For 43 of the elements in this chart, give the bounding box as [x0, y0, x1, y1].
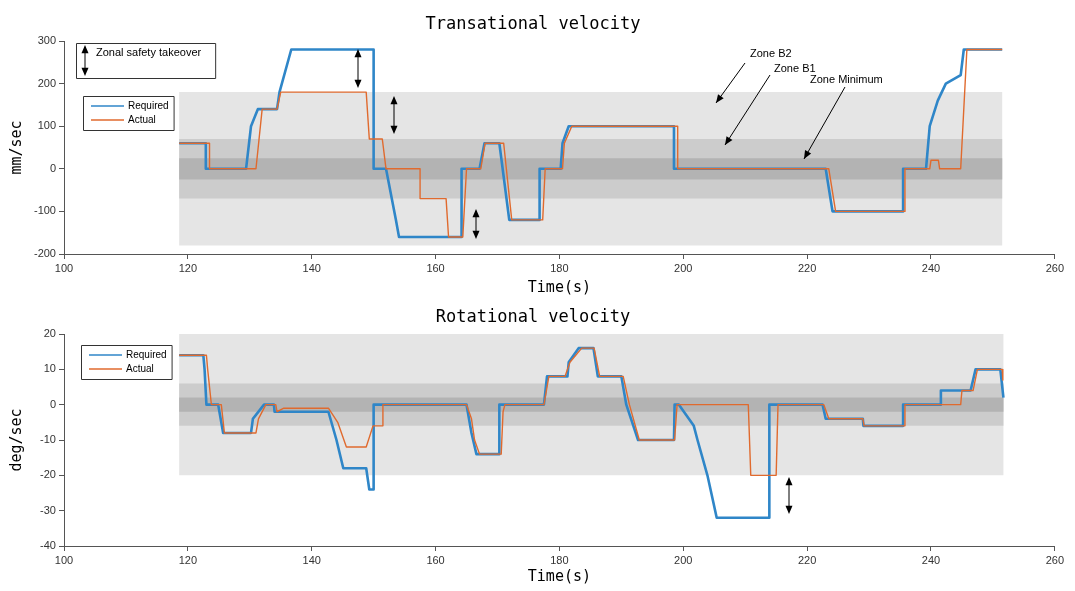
y-axis-title: mm/sec	[6, 120, 25, 175]
y-tick-label: 200	[37, 76, 56, 89]
x-axis-title: Time(s)	[527, 566, 592, 585]
chart-title: Transational velocity	[425, 12, 641, 33]
band-label: Zone B1	[774, 62, 816, 75]
x-tick-label: 160	[426, 553, 445, 566]
annotation: Zonal safety takeover	[96, 46, 202, 59]
x-tick-label: 240	[921, 553, 941, 566]
x-tick-label: 180	[550, 553, 569, 566]
x-axis-title: Time(s)	[527, 277, 592, 296]
band-label: Zone Minimum	[810, 73, 883, 86]
y-tick-label: -200	[33, 247, 56, 260]
x-tick-label: 180	[550, 261, 569, 274]
x-tick-label: 120	[178, 261, 198, 274]
y-tick-label: 0	[49, 397, 56, 410]
y-tick-label: 0	[49, 161, 56, 174]
y-tick-label: 20	[43, 327, 56, 340]
y-tick-label: 100	[37, 119, 56, 132]
legend-label: Required	[126, 348, 167, 360]
band-label: Zone B2	[750, 47, 792, 60]
x-tick-label: 260	[1045, 261, 1064, 274]
x-tick-label: 140	[302, 553, 321, 566]
x-tick-label: 200	[674, 553, 693, 566]
y-tick-label: 300	[37, 34, 56, 47]
y-tick-label: -10	[40, 433, 56, 446]
x-tick-label: 160	[426, 261, 445, 274]
x-tick-label: 220	[797, 553, 817, 566]
y-tick-label: -20	[40, 468, 56, 481]
y-tick-label: -40	[40, 539, 56, 552]
x-tick-label: 120	[178, 553, 198, 566]
x-tick-label: 240	[921, 261, 941, 274]
x-tick-label: 140	[302, 261, 321, 274]
x-tick-label: 220	[797, 261, 817, 274]
x-tick-label: 260	[1045, 553, 1064, 566]
legend-label: Actual	[126, 362, 154, 374]
legend-label: Actual	[128, 113, 156, 125]
x-tick-label: 200	[674, 261, 693, 274]
y-tick-label: -30	[40, 503, 56, 516]
legend-label: Required	[128, 99, 169, 111]
y-axis-title: deg/sec	[6, 408, 25, 472]
y-tick-label: -100	[33, 204, 56, 217]
y-tick-label: 10	[43, 362, 56, 375]
chart-title: Rotational velocity	[435, 305, 631, 326]
